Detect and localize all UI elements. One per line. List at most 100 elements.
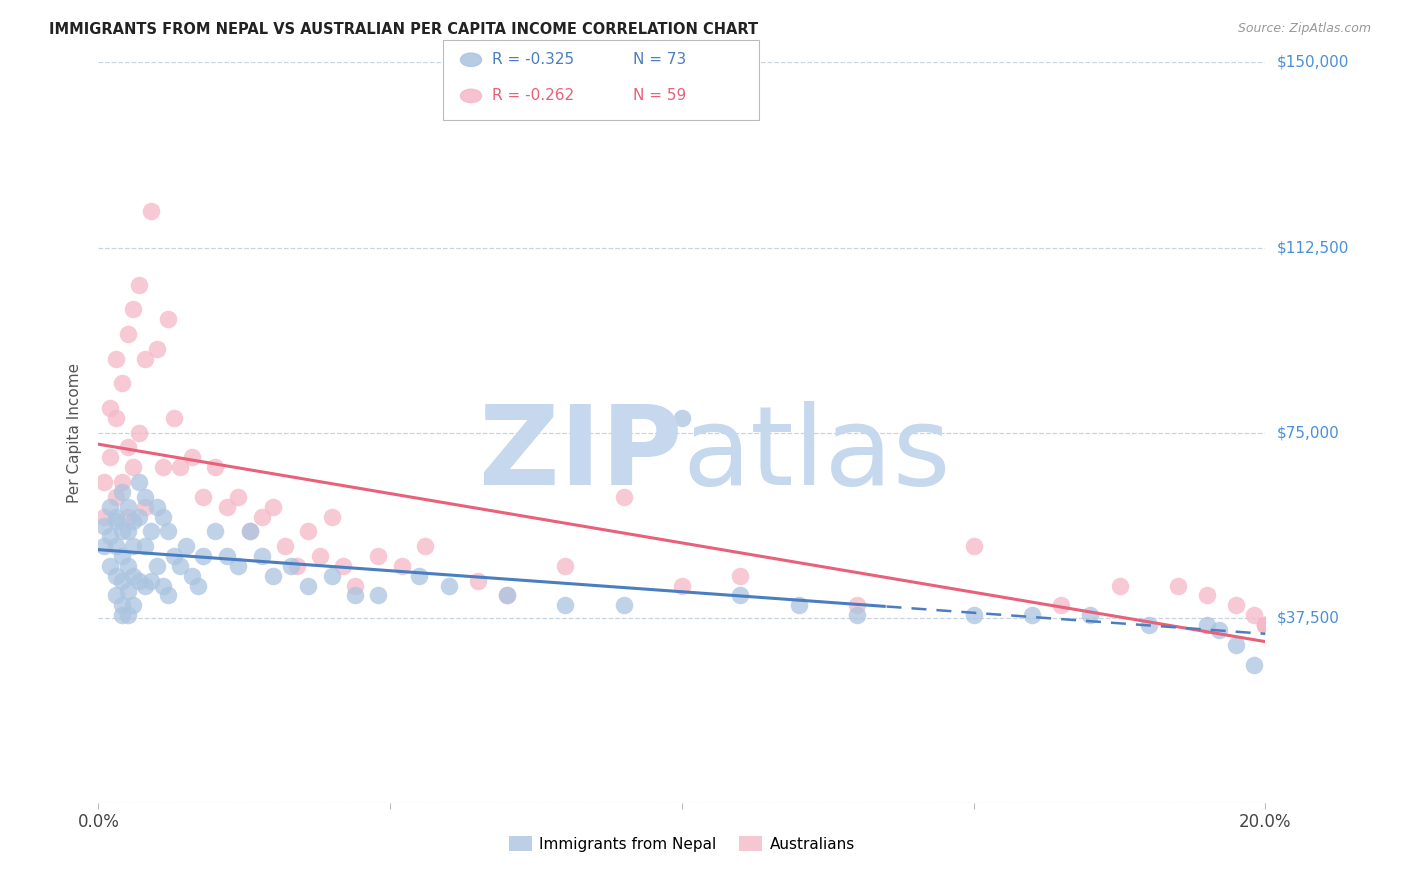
- Point: [98, 558, 121, 573]
- Point: [309, 549, 332, 563]
- Point: [344, 589, 367, 603]
- Point: [122, 599, 145, 613]
- Point: [139, 203, 162, 218]
- Point: [180, 568, 202, 582]
- Point: [1021, 608, 1043, 623]
- Point: [1225, 599, 1247, 613]
- Point: [117, 326, 139, 341]
- Point: [117, 524, 139, 539]
- Point: [117, 583, 139, 598]
- Point: [1208, 623, 1230, 637]
- Point: [93, 509, 115, 524]
- Point: [554, 558, 576, 573]
- Point: [93, 475, 115, 489]
- Point: [122, 515, 145, 529]
- Point: [146, 342, 169, 356]
- Point: [413, 539, 436, 553]
- Point: [152, 460, 174, 475]
- Point: [250, 509, 273, 524]
- Point: [104, 509, 127, 524]
- Point: [104, 490, 127, 504]
- Point: [122, 539, 145, 553]
- Point: [128, 574, 150, 588]
- Point: [1080, 608, 1102, 623]
- Point: [128, 425, 150, 440]
- Point: [846, 599, 869, 613]
- Point: [297, 524, 319, 539]
- Point: [134, 351, 156, 366]
- Point: [285, 558, 308, 573]
- Point: [1108, 579, 1130, 593]
- Point: [846, 608, 869, 623]
- Point: [104, 589, 127, 603]
- Point: [134, 579, 156, 593]
- Y-axis label: Per Capita Income: Per Capita Income: [67, 362, 83, 503]
- Point: [111, 549, 134, 563]
- Point: [1167, 579, 1189, 593]
- Point: [187, 579, 209, 593]
- Point: [128, 277, 150, 292]
- Point: [111, 484, 134, 499]
- Point: [163, 549, 186, 563]
- Point: [122, 302, 145, 317]
- Point: [169, 460, 191, 475]
- Point: [98, 529, 121, 543]
- Point: [122, 568, 145, 582]
- Point: [174, 539, 197, 553]
- Point: [193, 490, 215, 504]
- Point: [111, 475, 134, 489]
- Point: [157, 312, 180, 326]
- Point: [962, 608, 984, 623]
- Text: R = -0.325: R = -0.325: [492, 53, 574, 67]
- Text: $37,500: $37,500: [1277, 610, 1340, 625]
- Point: [104, 539, 127, 553]
- Point: [496, 589, 519, 603]
- Text: N = 59: N = 59: [633, 88, 686, 103]
- Point: [1195, 618, 1218, 632]
- Point: [98, 401, 121, 415]
- Point: [239, 524, 262, 539]
- Point: [321, 509, 343, 524]
- Text: ZIP: ZIP: [478, 401, 682, 508]
- Point: [163, 410, 186, 425]
- Point: [157, 524, 180, 539]
- Point: [193, 549, 215, 563]
- Point: [180, 450, 202, 465]
- Text: $150,000: $150,000: [1277, 55, 1348, 70]
- Point: [1243, 657, 1265, 672]
- Point: [344, 579, 367, 593]
- Point: [1137, 618, 1160, 632]
- Point: [152, 579, 174, 593]
- Point: [215, 500, 238, 514]
- Point: [157, 589, 180, 603]
- Point: [104, 568, 127, 582]
- Point: [111, 574, 134, 588]
- Point: [93, 539, 115, 553]
- Point: [297, 579, 319, 593]
- Point: [262, 568, 284, 582]
- Point: [117, 558, 139, 573]
- Point: [98, 500, 121, 514]
- Text: $112,500: $112,500: [1277, 240, 1348, 255]
- Point: [228, 490, 250, 504]
- Point: [1243, 608, 1265, 623]
- Point: [408, 568, 430, 582]
- Point: [391, 558, 413, 573]
- Text: N = 73: N = 73: [633, 53, 686, 67]
- Point: [1050, 599, 1073, 613]
- Point: [321, 568, 343, 582]
- Point: [134, 539, 156, 553]
- Point: [134, 500, 156, 514]
- Point: [280, 558, 302, 573]
- Point: [250, 549, 273, 563]
- Point: [612, 599, 634, 613]
- Legend: Immigrants from Nepal, Australians: Immigrants from Nepal, Australians: [502, 830, 862, 858]
- Point: [467, 574, 489, 588]
- Point: [730, 568, 752, 582]
- Point: [104, 410, 127, 425]
- Point: [367, 589, 389, 603]
- Text: IMMIGRANTS FROM NEPAL VS AUSTRALIAN PER CAPITA INCOME CORRELATION CHART: IMMIGRANTS FROM NEPAL VS AUSTRALIAN PER …: [49, 22, 758, 37]
- Point: [612, 490, 634, 504]
- Text: R = -0.262: R = -0.262: [492, 88, 574, 103]
- Point: [962, 539, 984, 553]
